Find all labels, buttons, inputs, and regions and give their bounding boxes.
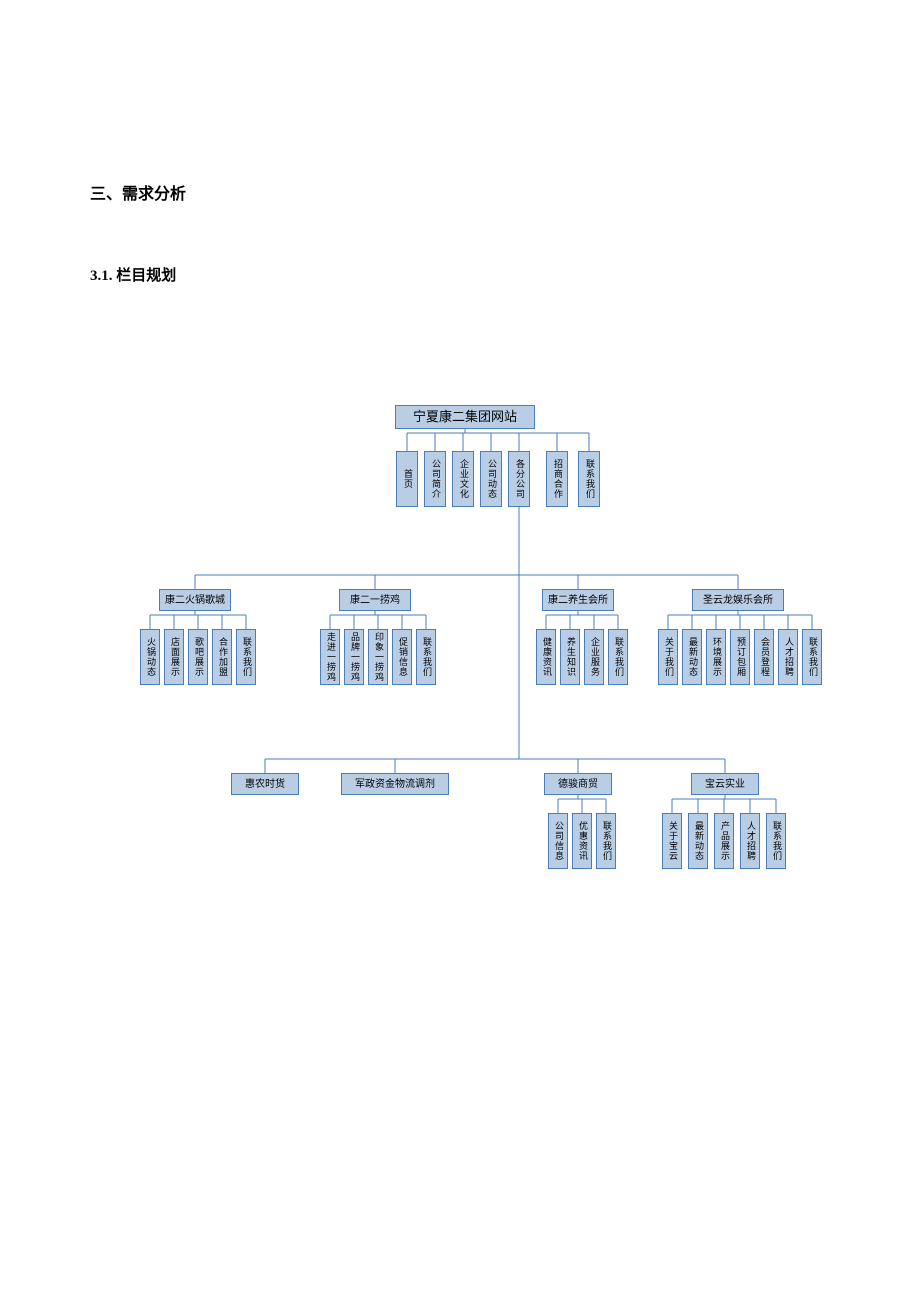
tier2-leaf: 联系我们 [802, 629, 822, 685]
tier2-leaf: 企业服务 [584, 629, 604, 685]
tier3-leaf: 产品展示 [714, 813, 734, 869]
tier2-leaf: 最新动态 [682, 629, 702, 685]
tier2-leaf: 联系我们 [416, 629, 436, 685]
level1-node: 招商合作 [546, 451, 568, 507]
tier2-node: 康二火锅歌城 [159, 589, 231, 611]
tier2-leaf: 品牌一捞鸡 [344, 629, 364, 685]
tier2-leaf: 联系我们 [608, 629, 628, 685]
tier2-leaf: 人才招聘 [778, 629, 798, 685]
tier2-leaf: 促销信息 [392, 629, 412, 685]
tier2-leaf: 合作加盟 [212, 629, 232, 685]
tier2-leaf: 联系我们 [236, 629, 256, 685]
tier2-leaf: 火锅动态 [140, 629, 160, 685]
level1-node: 首页 [396, 451, 418, 507]
level1-node: 联系我们 [578, 451, 600, 507]
tier2-leaf: 印象一捞鸡 [368, 629, 388, 685]
tier2-node: 康二养生会所 [542, 589, 614, 611]
tier2-leaf: 预订包厢 [730, 629, 750, 685]
tier2-node: 圣云龙娱乐会所 [692, 589, 784, 611]
tier2-leaf: 歌吧展示 [188, 629, 208, 685]
tier2-node: 康二一捞鸡 [339, 589, 411, 611]
tier2-leaf: 走进一捞鸡 [320, 629, 340, 685]
tier3-leaf: 人才招聘 [740, 813, 760, 869]
tier2-leaf: 健康资讯 [536, 629, 556, 685]
tier2-leaf: 关于我们 [658, 629, 678, 685]
subsection-heading: 3.1. 栏目规划 [90, 264, 830, 285]
tier3-leaf: 关于宝云 [662, 813, 682, 869]
tier3-leaf: 优惠资讯 [572, 813, 592, 869]
level1-node: 公司动态 [480, 451, 502, 507]
tier2-leaf: 会员登程 [754, 629, 774, 685]
tier3-node: 军政资金物流调剂 [341, 773, 449, 795]
level1-node: 公司简介 [424, 451, 446, 507]
tier2-leaf: 店面展示 [164, 629, 184, 685]
tier3-leaf: 公司信息 [548, 813, 568, 869]
tier2-leaf: 环境展示 [706, 629, 726, 685]
root-node: 宁夏康二集团网站 [395, 405, 535, 429]
level1-node: 各分公司 [508, 451, 530, 507]
tier2-leaf: 养生知识 [560, 629, 580, 685]
tier3-leaf: 联系我们 [596, 813, 616, 869]
tier3-leaf: 联系我们 [766, 813, 786, 869]
tier3-node: 德骏商贸 [544, 773, 612, 795]
sitemap-diagram: 宁夏康二集团网站首页公司简介企业文化公司动态各分公司招商合作联系我们康二火锅歌城… [110, 405, 850, 1045]
level1-node: 企业文化 [452, 451, 474, 507]
tier3-leaf: 最新动态 [688, 813, 708, 869]
section-heading: 三、需求分析 [90, 180, 830, 204]
tier3-node: 宝云实业 [691, 773, 759, 795]
tier3-node: 惠农时货 [231, 773, 299, 795]
